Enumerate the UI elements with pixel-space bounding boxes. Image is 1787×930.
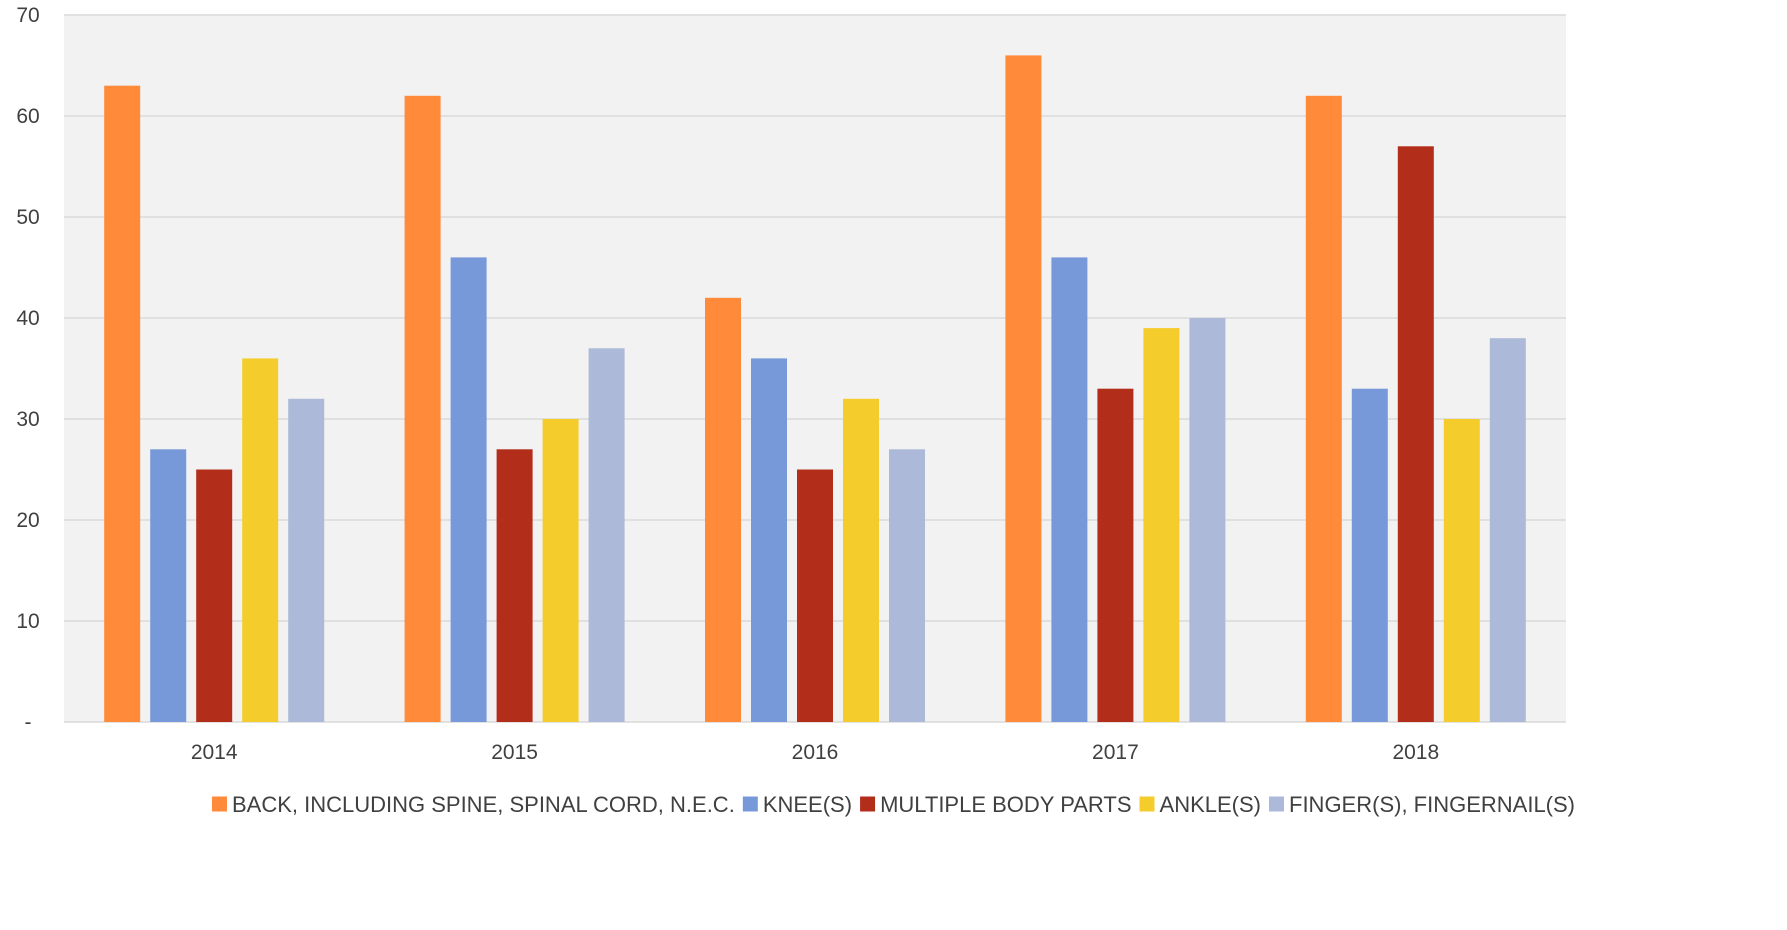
- bar-2015-series-0: [404, 95, 441, 723]
- bar-2015-series-3: [542, 419, 579, 722]
- legend-item-0: BACK, INCLUDING SPINE, SPINAL CORD, N.E.…: [211, 792, 735, 817]
- y-axis-ticks: - 10 20 30 40 50 60 70: [16, 4, 39, 734]
- bar-2016-series-1: [751, 358, 787, 722]
- bar-2017-series-3: [1143, 328, 1180, 722]
- legend-swatch: [1139, 796, 1155, 812]
- y-tick-label: 20: [16, 509, 39, 532]
- bar-2015-series-1: [450, 257, 487, 722]
- bar-2015-series-4: [588, 348, 625, 722]
- y-tick-label: 50: [16, 206, 39, 229]
- bar-2014-series-3: [242, 358, 279, 722]
- legend-swatch: [742, 796, 758, 812]
- legend-label: MULTIPLE BODY PARTS: [880, 792, 1131, 817]
- legend-item-3: ANKLE(S): [1139, 792, 1261, 817]
- bar-2016-series-4: [889, 449, 925, 722]
- legend-swatch: [1269, 796, 1285, 812]
- legend-item-1: KNEE(S): [742, 792, 852, 817]
- legend-label: ANKLE(S): [1160, 792, 1261, 817]
- x-tick-label: 2017: [1092, 741, 1139, 764]
- x-axis-ticks: 2014 2015 2016 2017 2018: [191, 741, 1439, 764]
- x-tick-label: 2015: [491, 741, 538, 764]
- x-tick-label: 2014: [191, 741, 238, 764]
- bar-2017-series-2: [1097, 388, 1134, 722]
- bar-2018-series-4: [1489, 338, 1526, 722]
- bar-2018-series-0: [1305, 95, 1342, 723]
- legend: BACK, INCLUDING SPINE, SPINAL CORD, N.E.…: [211, 792, 1575, 817]
- legend-item-4: FINGER(S), FINGERNAIL(S): [1269, 792, 1575, 817]
- x-tick-label: 2018: [1392, 741, 1439, 764]
- bar-2016-series-2: [797, 469, 833, 722]
- bar-2018-series-2: [1397, 146, 1434, 723]
- legend-label: FINGER(S), FINGERNAIL(S): [1289, 792, 1575, 817]
- bar-2017-series-4: [1189, 318, 1226, 722]
- bar-2018-series-1: [1351, 388, 1388, 722]
- bar-2014-series-1: [150, 449, 187, 722]
- bar-2014-series-4: [288, 398, 325, 722]
- bar-2014-series-0: [104, 85, 141, 722]
- y-tick-label: -: [25, 711, 32, 734]
- y-tick-label: 70: [16, 4, 39, 27]
- y-tick-label: 40: [16, 307, 39, 330]
- legend-item-2: MULTIPLE BODY PARTS: [860, 792, 1132, 817]
- x-tick-label: 2016: [792, 741, 839, 764]
- bar-2017-series-0: [1005, 55, 1042, 722]
- bar-2018-series-3: [1443, 419, 1480, 722]
- y-tick-label: 30: [16, 408, 39, 431]
- y-tick-label: 60: [16, 105, 39, 128]
- bar-2014-series-2: [196, 469, 233, 722]
- bar-2015-series-2: [496, 449, 533, 722]
- legend-swatch: [211, 796, 227, 812]
- y-tick-label: 10: [16, 610, 39, 633]
- legend-label: BACK, INCLUDING SPINE, SPINAL CORD, N.E.…: [232, 792, 735, 817]
- bar-2017-series-1: [1051, 257, 1088, 722]
- legend-label: KNEE(S): [763, 792, 852, 817]
- bars: [104, 55, 1526, 723]
- legend-swatch: [860, 796, 876, 812]
- bar-2016-series-3: [843, 398, 879, 722]
- bar-2016-series-0: [705, 297, 741, 722]
